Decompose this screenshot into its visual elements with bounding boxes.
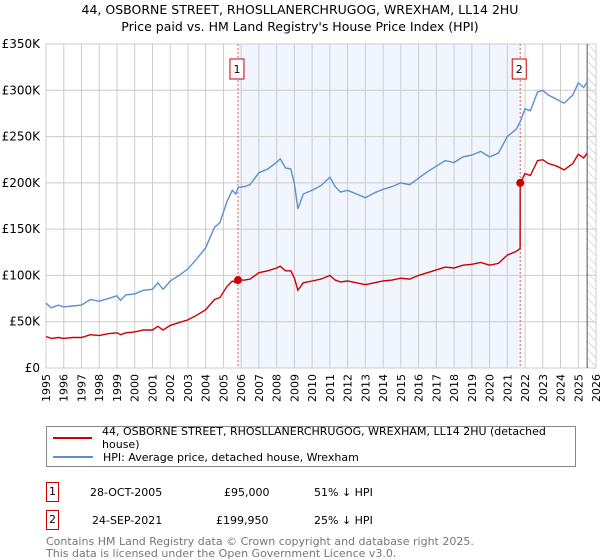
x-tick-label: 1999 (111, 374, 124, 402)
legend-label-property: 44, OSBORNE STREET, RHOSLLANERCHRUGOG, W… (102, 425, 546, 451)
transaction-badge: 1 (46, 482, 59, 502)
legend: 44, OSBORNE STREET, RHOSLLANERCHRUGOG, W… (46, 425, 576, 467)
x-tick-label: 2021 (501, 374, 514, 402)
sale-marker-box (511, 58, 527, 80)
legend-item-property: 44, OSBORNE STREET, RHOSLLANERCHRUGOG, W… (53, 425, 575, 451)
x-tick-label: 2019 (466, 374, 479, 402)
x-tick-label: 2009 (288, 374, 301, 402)
y-tick-label: £50K (9, 315, 41, 329)
x-tick-label: 2015 (395, 374, 408, 402)
transaction-diff: 51% ↓ HPI (314, 486, 373, 499)
legend-label-hpi: HPI: Average price, detached house, Wrex… (103, 450, 359, 464)
x-tick-label: 2008 (271, 374, 284, 402)
hpi-line (45, 81, 588, 309)
x-tick-label: 2001 (146, 374, 159, 402)
x-tick-label: 2022 (519, 374, 532, 402)
sale-point (516, 178, 525, 187)
x-tick-label: 2024 (555, 374, 568, 402)
x-tick-label: 2013 (359, 374, 372, 402)
x-tick-label: 2007 (253, 374, 266, 402)
x-tick-label: 2012 (342, 374, 355, 402)
footer-line1: Contains HM Land Registry data © Crown c… (46, 535, 474, 548)
transaction-date: 28-OCT-2005 (90, 486, 163, 499)
y-tick-label: £200K (2, 176, 42, 190)
footer-line2: This data is licensed under the Open Gov… (46, 547, 397, 560)
x-tick-label: 2010 (306, 374, 319, 402)
x-tick-label: 1996 (58, 374, 71, 402)
footer: Contains HM Land Registry data © Crown c… (46, 536, 474, 560)
legend-swatch-blue (53, 456, 93, 458)
forecast-hatch (587, 44, 596, 368)
y-tick-label: £350K (2, 37, 42, 51)
x-tick-label: 2017 (430, 374, 443, 402)
transaction-price: £199,950 (216, 514, 269, 527)
chart-title-line1: 44, OSBORNE STREET, RHOSLLANERCHRUGOG, W… (81, 2, 519, 17)
x-tick-label: 2011 (324, 374, 337, 402)
x-tick-label: 2004 (200, 374, 213, 402)
y-tick-label: £100K (2, 268, 42, 282)
x-tick-label: 2006 (235, 374, 248, 402)
x-tick-label: 1998 (93, 374, 106, 402)
transaction-date: 24-SEP-2021 (92, 514, 163, 527)
legend-item-hpi: HPI: Average price, detached house, Wrex… (53, 448, 359, 466)
x-tick-label: 1995 (40, 374, 53, 402)
y-tick-label: £250K (2, 130, 42, 144)
x-tick-label: 2016 (413, 374, 426, 402)
transaction-badge: 2 (46, 510, 59, 530)
x-tick-label: 1997 (75, 374, 88, 402)
x-tick-label: 2025 (572, 374, 585, 402)
transaction-diff: 25% ↓ HPI (314, 514, 373, 527)
x-tick-label: 2026 (590, 374, 600, 402)
x-tick-label: 2023 (537, 374, 550, 402)
y-tick-label: £300K (2, 83, 42, 97)
sale-point (233, 276, 242, 285)
transaction-row: 1 28-OCT-2005 £95,000 51% ↓ HPI (46, 482, 446, 504)
legend-swatch-red (53, 437, 93, 439)
x-tick-label: 2018 (448, 374, 461, 402)
x-tick-label: 2003 (182, 374, 195, 402)
x-tick-label: 2005 (217, 374, 230, 402)
sale-marker-label: 2 (516, 63, 523, 76)
property-price-line (45, 152, 588, 340)
x-tick-label: 2020 (484, 374, 497, 402)
sale-marker-label: 1 (233, 63, 240, 76)
chart-title-line2: Price paid vs. HM Land Registry's House … (121, 19, 479, 34)
x-tick-label: 2014 (377, 374, 390, 402)
shaded-ownership-period (237, 44, 521, 368)
transaction-price: £95,000 (224, 486, 270, 499)
y-tick-label: £0 (25, 361, 40, 375)
y-tick-label: £150K (2, 222, 42, 236)
sale-marker-box (229, 58, 245, 80)
price-chart: 1995 1996 1997 1998 1999 2000 2001 2002 2003 2004… (2, 37, 600, 402)
x-tick-label: 2000 (129, 374, 142, 402)
x-tick-label: 2002 (164, 374, 177, 402)
transaction-row: 2 24-SEP-2021 £199,950 25% ↓ HPI (46, 510, 446, 532)
